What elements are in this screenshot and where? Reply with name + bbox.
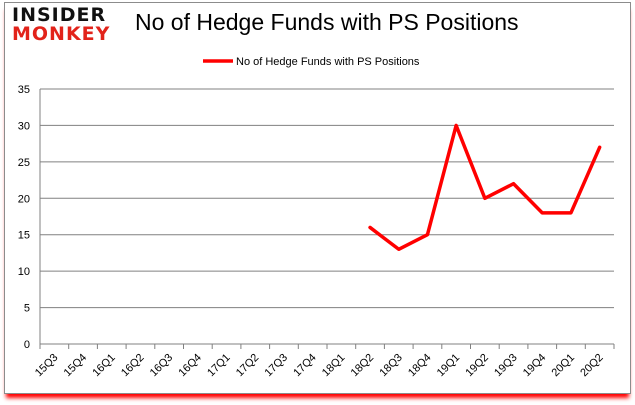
- x-tick-label: 16Q3: [148, 352, 176, 380]
- y-tick-label: 35: [18, 84, 30, 96]
- y-tick-label: 5: [24, 303, 30, 315]
- x-tick-label: 15Q3: [33, 352, 61, 380]
- x-tick-label: 16Q4: [176, 352, 204, 380]
- x-tick-label: 19Q4: [521, 352, 549, 380]
- x-tick-label: 20Q1: [550, 352, 578, 380]
- y-tick-label: 30: [18, 120, 30, 132]
- x-tick-label: 20Q2: [578, 352, 606, 380]
- y-tick-label: 0: [24, 339, 30, 351]
- x-tick-label: 19Q2: [463, 352, 491, 380]
- series-line: [368, 123, 602, 252]
- y-tick-label: 10: [18, 266, 30, 278]
- y-tick-label: 15: [18, 230, 30, 242]
- chart-title: No of Hedge Funds with PS Positions: [135, 9, 519, 35]
- y-tick-label: 20: [18, 193, 30, 205]
- x-tick-label: 17Q1: [205, 352, 233, 380]
- x-tick-label: 18Q4: [406, 352, 434, 380]
- logo-line2: MONKEY: [12, 23, 111, 45]
- x-tick-label: 17Q4: [291, 352, 319, 380]
- x-tick-label: 17Q2: [234, 352, 262, 380]
- x-tick-label: 17Q3: [263, 352, 291, 380]
- x-tick-label: 19Q1: [435, 352, 463, 380]
- x-tick-label: 16Q1: [90, 352, 118, 380]
- logo-line1: INSIDER: [12, 4, 107, 26]
- x-tick-label: 19Q3: [492, 352, 520, 380]
- x-tick-label: 15Q4: [62, 352, 90, 380]
- y-tick-label: 25: [18, 157, 30, 169]
- x-tick-label: 18Q2: [349, 352, 377, 380]
- x-tick-label: 16Q2: [119, 352, 147, 380]
- insider-monkey-logo: INSIDER MONKEY: [12, 6, 110, 44]
- x-tick-label: 18Q3: [377, 352, 405, 380]
- x-tick-label: 18Q1: [320, 352, 348, 380]
- legend-label: No of Hedge Funds with PS Positions: [236, 56, 420, 68]
